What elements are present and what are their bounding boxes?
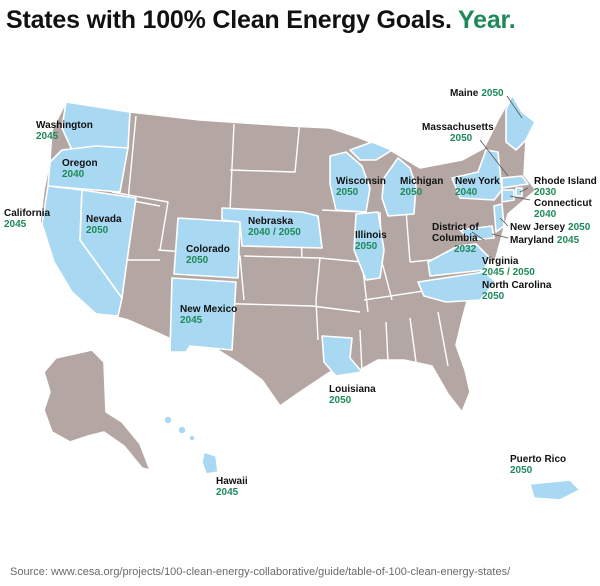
label-new-mexico: New Mexico 2045 <box>180 304 238 326</box>
leader-lines <box>471 95 531 241</box>
state-nevada <box>79 189 137 299</box>
label-district-of-columbia: District of Columbia 2032 <box>432 222 479 255</box>
state-wisconsin <box>329 151 371 213</box>
label-new-york: New York 2040 <box>455 176 500 198</box>
title-main: States with 100% Clean Energy Goals. <box>6 6 452 34</box>
label-maine: Maine 2050 <box>450 88 504 99</box>
label-rhode-island: Rhode Island 2030 <box>534 176 597 198</box>
state-oregon <box>47 145 129 193</box>
state-new-york <box>451 149 503 201</box>
label-north-carolina: North Carolina 2050 <box>482 280 552 302</box>
state-alaska <box>43 349 151 471</box>
label-colorado: Colorado 2050 <box>186 244 230 266</box>
state-rhode-island <box>515 187 523 197</box>
label-puerto-rico: Puerto Rico 2050 <box>510 454 567 476</box>
label-new-jersey: New Jersey 2050 <box>510 222 591 233</box>
map-title: States with 100% Clean Energy Goals. Yea… <box>6 6 516 35</box>
state-new-jersey <box>493 203 505 233</box>
state-michigan <box>381 157 417 217</box>
state-maine <box>505 94 536 151</box>
state-michigan-up <box>349 141 393 161</box>
state-maryland <box>459 225 495 241</box>
state-illinois <box>353 211 385 281</box>
state-new-mexico <box>169 277 237 353</box>
label-massachusetts: Massachusetts 2050 <box>422 122 494 144</box>
source-note: Source: www.cesa.org/projects/100-clean-… <box>10 566 511 578</box>
label-virginia: Virginia 2045 / 2050 <box>482 256 535 278</box>
hawaii-islands <box>163 415 196 442</box>
label-nevada: Nevada 2050 <box>86 214 122 236</box>
state-north-carolina <box>417 271 497 303</box>
label-oregon: Oregon 2040 <box>62 158 98 180</box>
label-maryland: Maryland 2045 <box>510 235 580 246</box>
label-wisconsin: Wisconsin 2050 <box>336 176 386 198</box>
state-hawaii-big <box>201 451 219 475</box>
title-accent: Year. <box>458 6 516 34</box>
state-nebraska <box>221 207 323 249</box>
label-michigan: Michigan 2050 <box>400 176 444 198</box>
label-illinois: Illinois 2050 <box>355 230 387 252</box>
label-connecticut: Connecticut 2040 <box>534 198 592 220</box>
label-washington: Washington 2045 <box>36 120 93 142</box>
label-louisiana: Louisiana 2050 <box>329 384 376 406</box>
state-virginia <box>427 243 491 277</box>
label-california: California 2045 <box>4 208 51 230</box>
state-louisiana <box>321 335 363 377</box>
state-connecticut <box>501 189 515 203</box>
state-massachusetts <box>501 175 529 189</box>
state-puerto-rico <box>529 479 581 501</box>
label-hawaii: Hawaii 2045 <box>216 476 248 498</box>
state-colorado <box>173 217 241 279</box>
label-nebraska: Nebraska 2040 / 2050 <box>248 216 301 238</box>
